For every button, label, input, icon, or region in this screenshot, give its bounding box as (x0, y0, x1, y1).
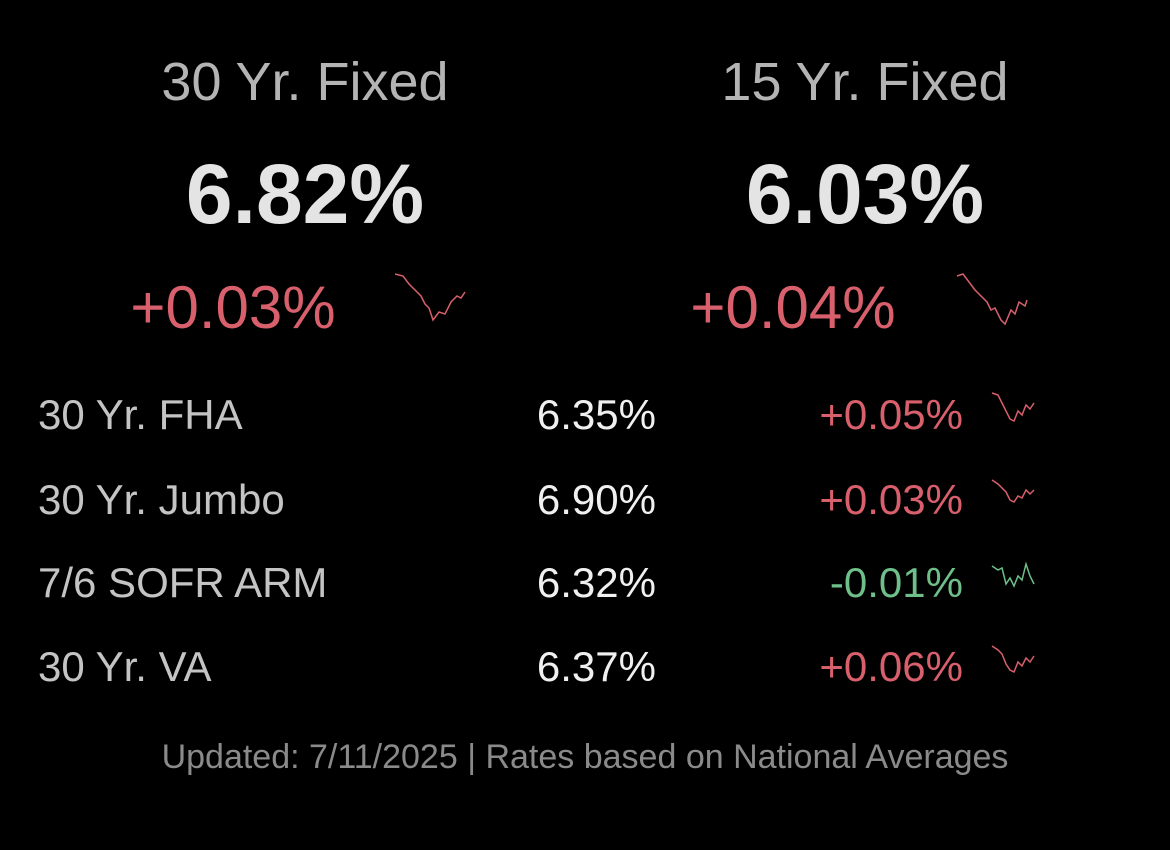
row-label: 30 Yr. Jumbo (38, 476, 285, 523)
row-rate: 6.35% (536, 391, 656, 438)
row-change: +0.06% (819, 643, 963, 690)
row-rate: 6.90% (536, 476, 656, 523)
featured-rate: 6.03% (745, 147, 985, 241)
sparkline (991, 392, 1035, 423)
sparkline (394, 273, 466, 322)
sparkline (991, 645, 1035, 674)
featured-change: +0.03% (130, 274, 336, 341)
row-rate: 6.32% (536, 559, 656, 606)
row-rate: 6.37% (536, 643, 656, 690)
featured-change: +0.04% (690, 274, 896, 341)
featured-rate: 6.82% (185, 147, 425, 241)
footer-note: Updated: 7/11/2025 | Rates based on Nati… (161, 738, 1009, 776)
sparkline (956, 273, 1028, 326)
row-label: 7/6 SOFR ARM (38, 559, 328, 606)
row-label: 30 Yr. FHA (38, 391, 243, 438)
row-change: -0.01% (829, 559, 963, 606)
sparkline (991, 561, 1035, 588)
featured-label: 30 Yr. Fixed (161, 52, 449, 112)
row-change: +0.03% (819, 476, 963, 523)
row-label: 30 Yr. VA (38, 643, 212, 690)
sparkline (991, 479, 1035, 503)
featured-label: 15 Yr. Fixed (721, 52, 1009, 112)
row-change: +0.05% (819, 391, 963, 438)
